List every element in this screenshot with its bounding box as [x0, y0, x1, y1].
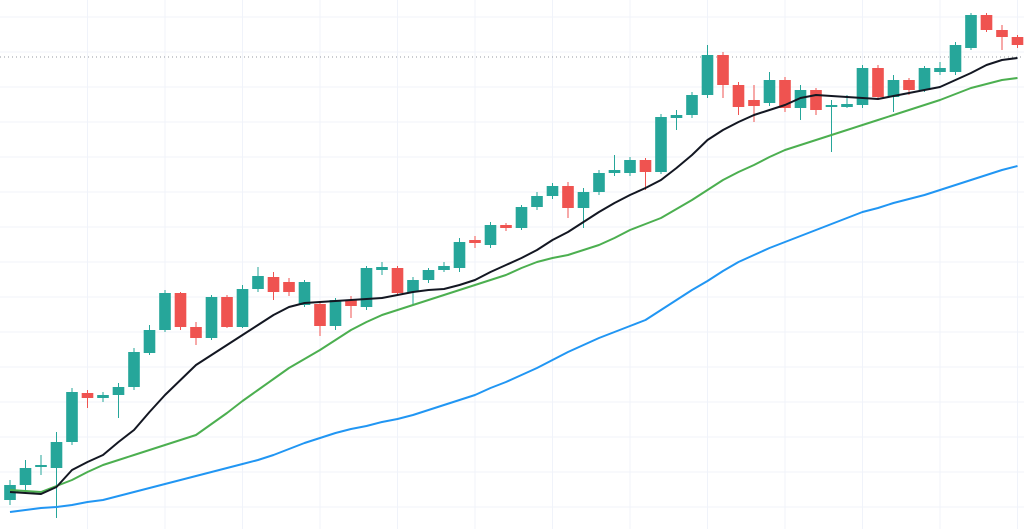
- candle-body: [686, 95, 698, 115]
- moving-average-line: [9, 165, 1018, 513]
- moving-average-line: [9, 77, 1018, 493]
- candle-body: [732, 85, 745, 107]
- candle-body: [779, 80, 791, 108]
- candle-body: [763, 80, 776, 103]
- candle-body: [128, 352, 140, 387]
- candle-body: [949, 45, 962, 72]
- candle-body: [1011, 37, 1024, 45]
- candle-body: [624, 160, 636, 173]
- candle-body: [608, 170, 621, 173]
- candle-body: [887, 80, 900, 97]
- candle-body: [66, 392, 78, 442]
- candle-body: [267, 277, 280, 292]
- candle-body: [546, 186, 559, 196]
- moving-average-line: [9, 57, 1018, 495]
- candle-body: [360, 268, 373, 307]
- candle-body: [407, 280, 419, 292]
- candle-body: [190, 327, 202, 338]
- candle-body: [577, 192, 590, 208]
- candle-body: [50, 442, 63, 468]
- candle-body: [717, 55, 729, 85]
- candle-body: [236, 289, 249, 327]
- candle-body: [918, 68, 931, 90]
- candle-body: [174, 293, 187, 327]
- candle-body: [810, 90, 822, 110]
- candle-body: [655, 117, 667, 172]
- candle-body: [748, 100, 760, 106]
- candle-body: [872, 68, 884, 97]
- candle-body: [515, 207, 528, 228]
- candle-body: [701, 55, 714, 95]
- candle-body: [593, 173, 605, 192]
- candle-body: [422, 270, 435, 280]
- candle-body: [841, 104, 853, 107]
- candle-body: [825, 105, 838, 107]
- candle-body: [484, 225, 497, 245]
- candle-body: [143, 330, 156, 353]
- candle-body: [453, 242, 466, 268]
- candle-body: [469, 240, 481, 243]
- candle-body: [81, 393, 94, 398]
- candle-body: [35, 465, 47, 467]
- candle-body: [856, 68, 869, 105]
- candle-body: [670, 115, 683, 118]
- candle-body: [298, 282, 311, 305]
- candle-body: [159, 293, 171, 330]
- candle-body: [562, 186, 574, 208]
- candle-body: [391, 268, 404, 293]
- candle-body: [934, 68, 946, 72]
- candle-body: [500, 225, 512, 228]
- candle-body: [996, 30, 1008, 37]
- candle-body: [965, 15, 977, 48]
- candle-body: [221, 297, 233, 327]
- candle-body: [376, 267, 388, 270]
- candle-body: [252, 276, 264, 289]
- candle-body: [438, 266, 450, 270]
- candle-body: [205, 297, 218, 338]
- candle-body: [639, 160, 652, 172]
- candle-body: [283, 282, 295, 292]
- candle-body: [903, 80, 915, 90]
- candle-body: [112, 387, 125, 395]
- candle-body: [19, 468, 32, 485]
- candle-body: [314, 304, 326, 326]
- candle-body: [97, 395, 109, 398]
- candle-body: [531, 196, 543, 207]
- candle-body: [980, 15, 993, 30]
- candle-body: [345, 300, 357, 306]
- candle-body: [329, 300, 342, 326]
